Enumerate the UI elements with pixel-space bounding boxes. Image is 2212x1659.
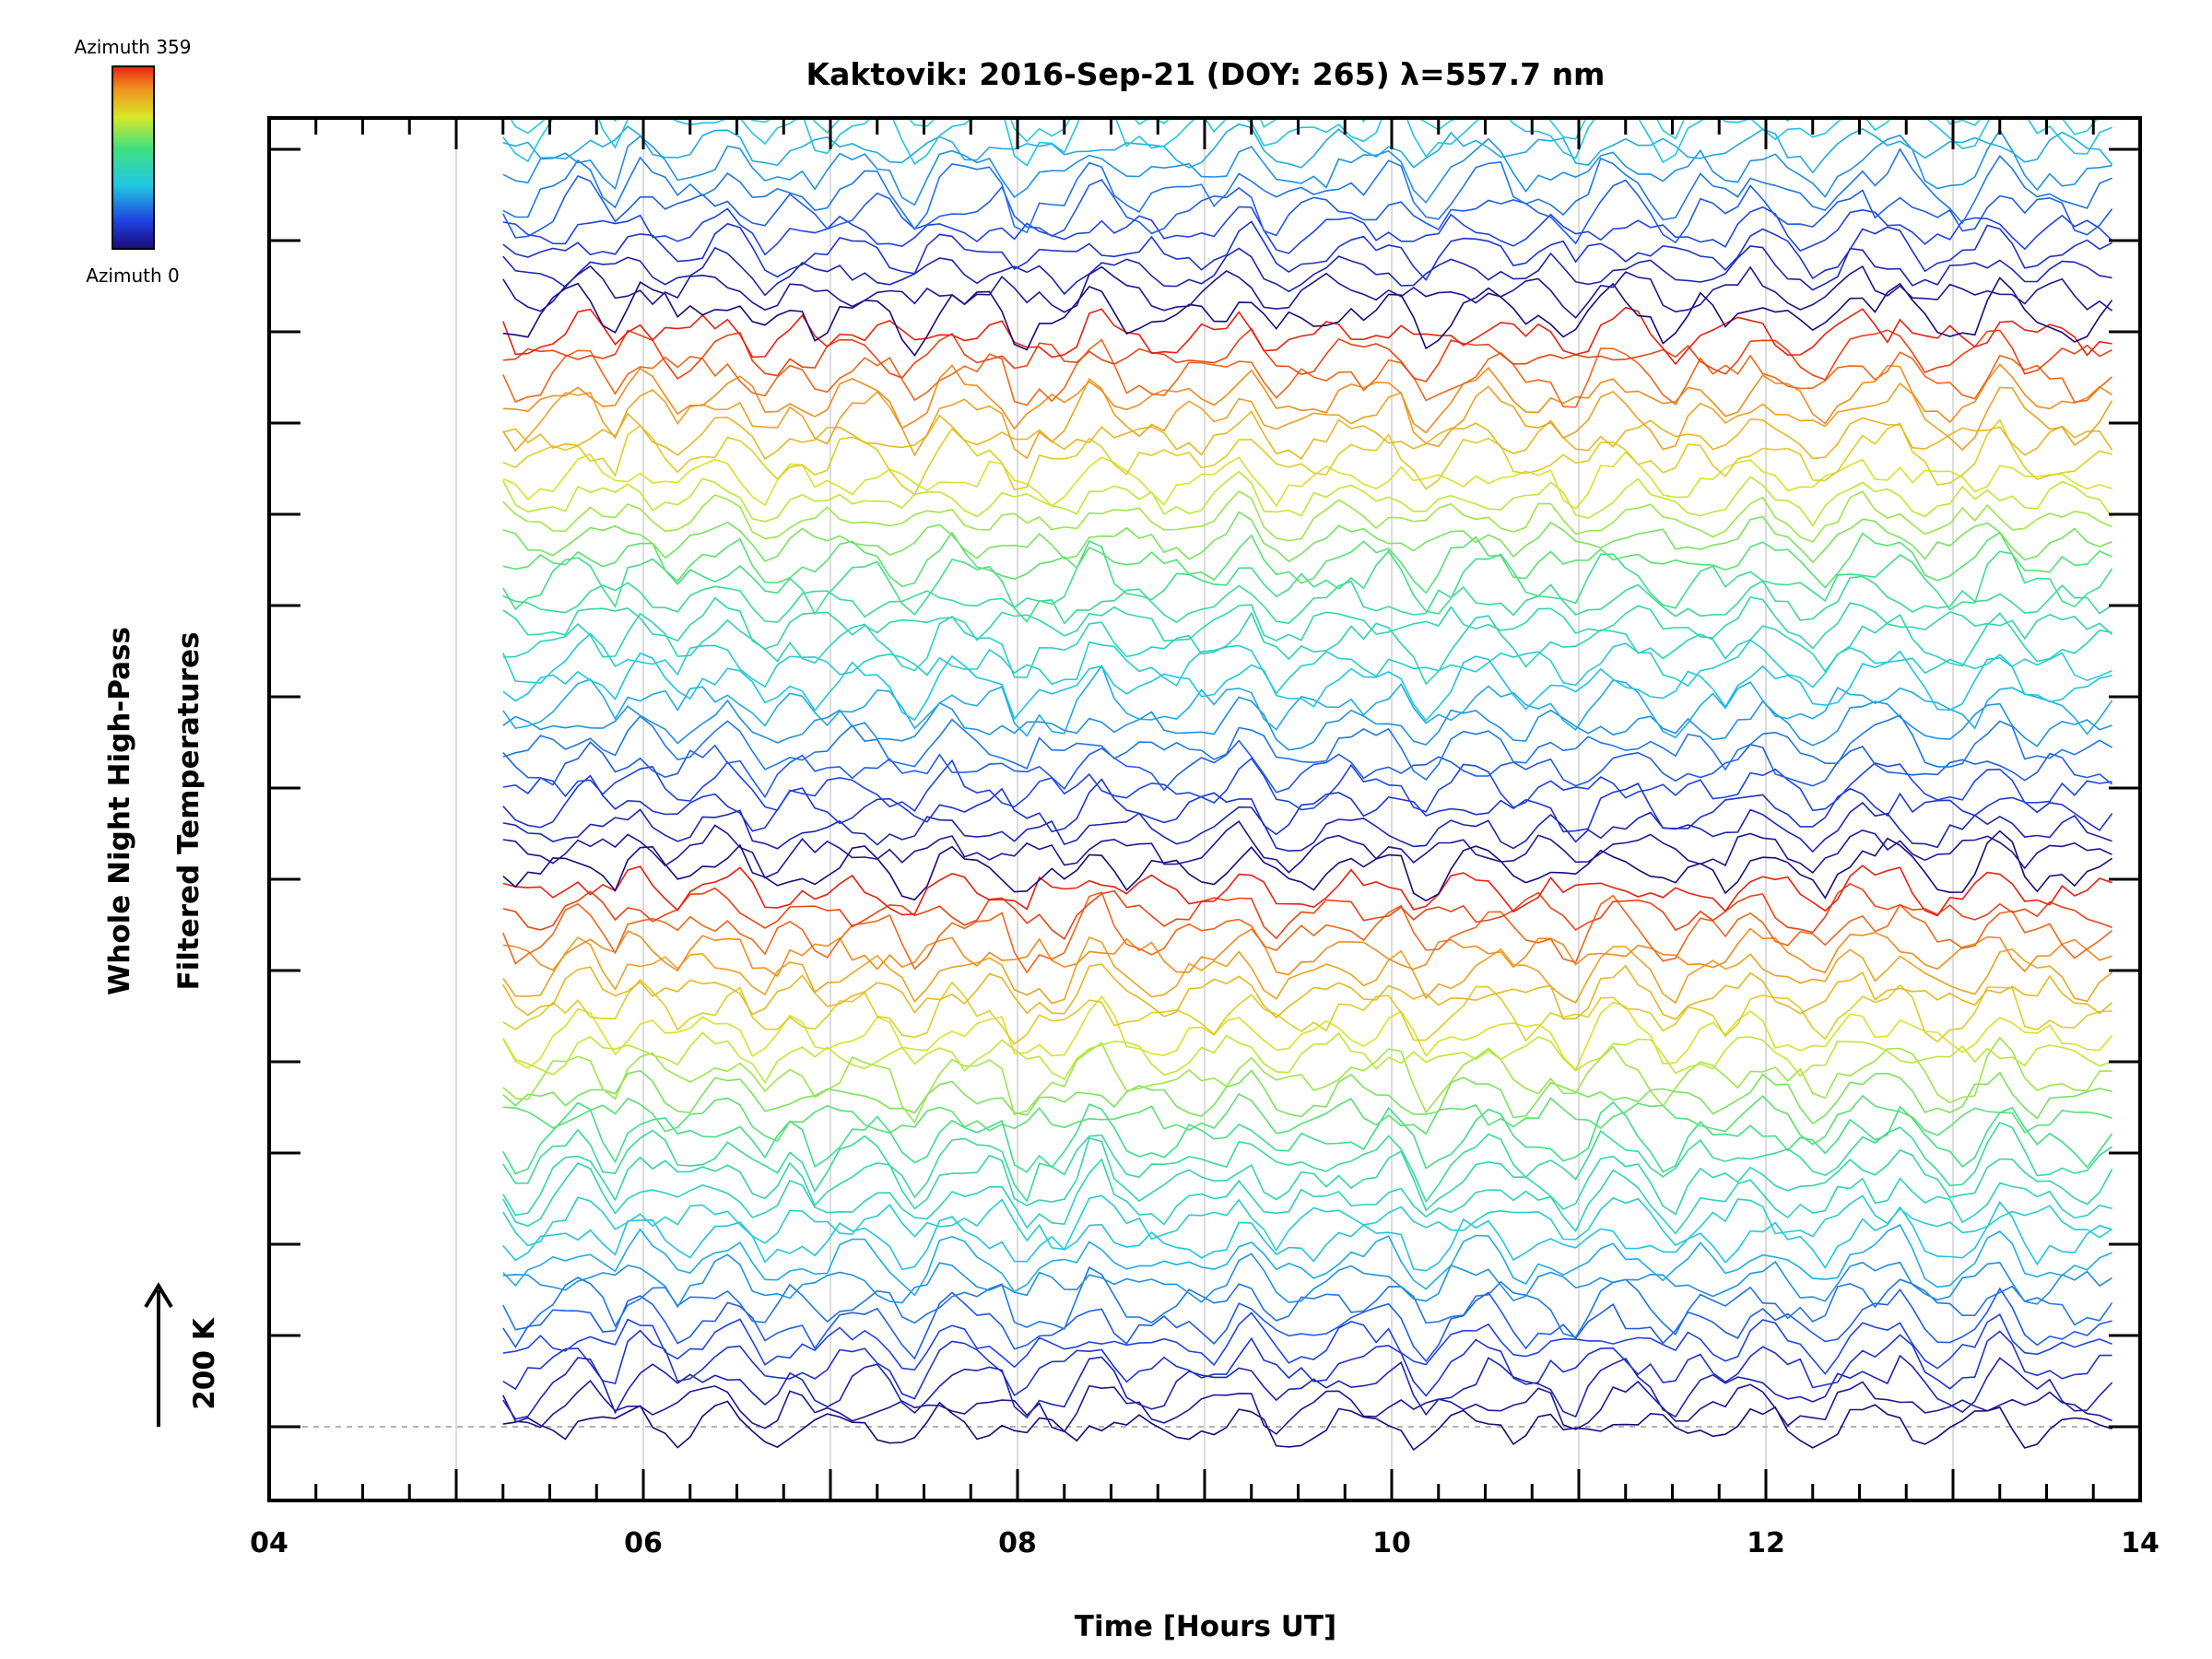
trace-line bbox=[502, 611, 2112, 686]
trace-line bbox=[502, 1122, 2113, 1204]
colorbar bbox=[112, 65, 155, 250]
trace-line bbox=[502, 1092, 2112, 1146]
trace-line bbox=[502, 206, 2113, 256]
colorbar-top-label: Azimuth 359 bbox=[75, 36, 192, 58]
trace-line bbox=[502, 801, 2112, 853]
trace-line bbox=[502, 891, 2113, 974]
scale-label: 200 K bbox=[188, 1317, 221, 1410]
axis-ticks bbox=[267, 118, 2142, 1500]
y-axis-title-line2: Filtered Temperatures bbox=[172, 632, 206, 991]
trace-line bbox=[503, 0, 2112, 34]
trace-line bbox=[502, 511, 2112, 564]
trace-line bbox=[502, 575, 2113, 625]
trace-line bbox=[502, 418, 2112, 496]
trace-line bbox=[502, 245, 2112, 297]
trace-line bbox=[502, 1031, 2112, 1085]
trace-line bbox=[502, 1194, 2113, 1253]
trace-line bbox=[502, 1287, 2112, 1363]
trace-line bbox=[502, 1158, 2112, 1235]
x-tick-labels: 04 06 08 10 12 14 bbox=[250, 1527, 2159, 1559]
scale-indicator: 200 K bbox=[144, 1282, 221, 1427]
x-axis-title: Time [Hours UT] bbox=[1075, 1610, 1336, 1643]
trace-line bbox=[502, 1136, 2113, 1217]
y-axis-title-line1: Whole Night High-Pass bbox=[103, 627, 136, 995]
trace-line bbox=[502, 632, 2112, 695]
trace-line bbox=[502, 175, 2113, 245]
trace-line bbox=[502, 1266, 2113, 1338]
x-tick-label: 06 bbox=[624, 1527, 663, 1559]
trace-line bbox=[502, 1400, 2112, 1452]
trace-line bbox=[502, 220, 2112, 282]
trace-line bbox=[502, 1253, 2113, 1309]
trace-line bbox=[502, 927, 2112, 978]
trace-line bbox=[502, 410, 2113, 461]
scale-arrow-head bbox=[144, 1282, 173, 1309]
trace-line bbox=[502, 1354, 2113, 1420]
trace-line bbox=[502, 1312, 2112, 1375]
x-tick-label: 12 bbox=[1747, 1527, 1785, 1559]
colorbar-legend: Azimuth 359 Azimuth 0 bbox=[75, 36, 192, 287]
gridlines bbox=[455, 118, 1954, 1500]
trace-line bbox=[502, 306, 2112, 366]
trace-line bbox=[502, 994, 2113, 1072]
trace-line bbox=[502, 935, 2113, 1005]
trace-line bbox=[503, 0, 2112, 11]
trace-line bbox=[503, 4, 2112, 51]
trace-line bbox=[502, 470, 2113, 527]
colorbar-bottom-label: Azimuth 0 bbox=[86, 265, 180, 287]
trace-line bbox=[502, 377, 2113, 460]
x-tick-label: 10 bbox=[1372, 1527, 1411, 1559]
trace-line bbox=[502, 451, 2112, 511]
trace-line bbox=[502, 1329, 2112, 1400]
trace-line bbox=[502, 757, 2112, 813]
trace-line bbox=[502, 865, 2112, 917]
trace-line bbox=[502, 276, 2113, 357]
trace-line bbox=[502, 1100, 2113, 1175]
trace-line bbox=[502, 978, 2112, 1045]
x-tick-label: 08 bbox=[998, 1527, 1037, 1559]
trace-line bbox=[502, 696, 2112, 751]
trace-line bbox=[502, 490, 2112, 543]
trace-line bbox=[502, 963, 2113, 1020]
trace-line bbox=[502, 714, 2112, 781]
trace-line bbox=[502, 118, 2112, 167]
trace-line bbox=[502, 531, 2112, 594]
trace-line bbox=[502, 664, 2113, 739]
trace-line bbox=[502, 123, 2113, 174]
trace-line bbox=[502, 774, 2113, 836]
trace-line bbox=[502, 596, 2113, 650]
trace-line bbox=[502, 128, 2112, 206]
trace-line bbox=[502, 363, 2113, 434]
trace-line bbox=[502, 327, 2112, 382]
trace-line bbox=[502, 650, 2112, 723]
x-tick-label: 04 bbox=[250, 1527, 288, 1559]
trace-line bbox=[502, 739, 2113, 799]
trace-line bbox=[502, 820, 2112, 879]
x-tick-label: 14 bbox=[2121, 1527, 2159, 1559]
chart-title: Kaktovik: 2016-Sep-21 (DOY: 265) λ=557.7… bbox=[806, 56, 1606, 92]
trace-line bbox=[502, 1069, 2112, 1125]
trace-line bbox=[502, 1223, 2112, 1297]
trace-line bbox=[502, 147, 2112, 234]
trace-line bbox=[502, 265, 2113, 319]
trace-line bbox=[502, 1036, 2112, 1124]
trace-line bbox=[502, 1201, 2112, 1272]
temperature-traces bbox=[502, 0, 2113, 1452]
trace-line bbox=[502, 1380, 2112, 1436]
trace-line bbox=[502, 830, 2113, 902]
